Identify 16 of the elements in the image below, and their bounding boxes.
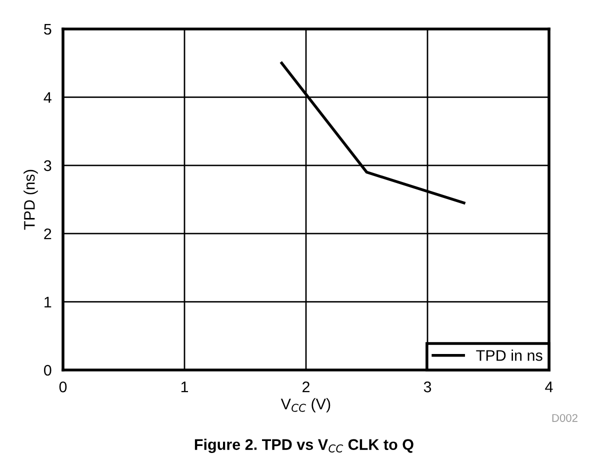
y-tick-label: 0: [44, 364, 52, 376]
y-tick-label: 4: [44, 92, 52, 103]
x-axis-title: V$_{CC}$ (V): [280, 398, 330, 412]
text: Figure 2. TPD vs V$_{CC}$ CLK to Q: [194, 438, 414, 454]
x-tick-label: 2: [302, 382, 310, 392]
y-axis-title: TPD (ns): [24, 170, 38, 230]
y-tick-label: 2: [44, 228, 52, 240]
x-tick-label: 1: [181, 382, 188, 392]
y-tick-label: 1: [44, 296, 52, 308]
x-tick-label: 3: [424, 382, 432, 392]
y-tick-label: 3: [44, 160, 52, 172]
x-tick-label: 0: [59, 382, 67, 392]
x-tick-label: 4: [545, 382, 553, 392]
text: D002: [552, 414, 578, 422]
legend-label: TPD in ns: [476, 350, 542, 361]
y-tick-label: 5: [44, 24, 52, 35]
